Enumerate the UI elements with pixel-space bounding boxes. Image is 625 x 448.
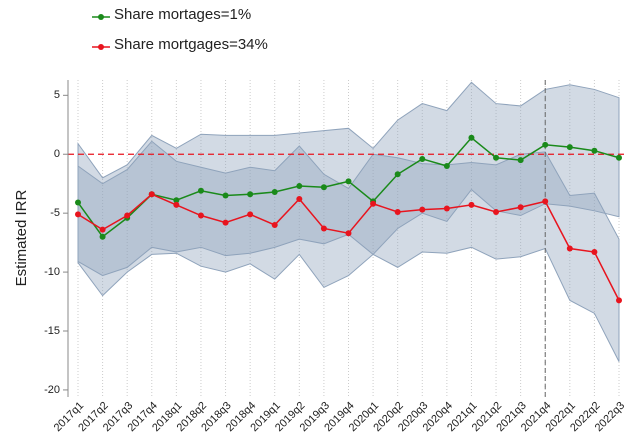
data-point xyxy=(542,141,549,148)
data-point xyxy=(75,199,81,206)
y-tick-label: 5 xyxy=(54,89,60,101)
data-point xyxy=(271,221,278,228)
y-tick-label: -5 xyxy=(50,207,60,219)
data-point xyxy=(542,198,549,205)
data-point xyxy=(468,201,475,208)
data-point xyxy=(419,206,426,213)
data-point xyxy=(394,171,401,178)
y-axis-title: Estimated IRR xyxy=(13,189,30,286)
data-point xyxy=(124,212,131,219)
data-point xyxy=(517,204,524,211)
legend-label: Share mortages=1% xyxy=(114,6,251,23)
data-point xyxy=(345,178,352,185)
data-point xyxy=(247,211,254,218)
legend-marker xyxy=(98,44,104,50)
data-point xyxy=(616,154,622,161)
data-point xyxy=(99,226,106,233)
data-point xyxy=(394,208,401,215)
data-point xyxy=(320,225,327,232)
y-tick-label: -15 xyxy=(44,325,60,337)
data-point xyxy=(99,233,106,240)
data-point xyxy=(419,155,426,162)
data-point xyxy=(443,205,450,212)
data-point xyxy=(75,211,81,218)
data-point xyxy=(493,208,500,215)
data-point xyxy=(591,249,598,256)
data-point xyxy=(296,196,303,203)
data-point xyxy=(616,297,622,304)
confidence-band xyxy=(77,140,620,362)
data-point xyxy=(222,192,229,199)
data-point xyxy=(320,184,327,191)
data-point xyxy=(173,197,180,204)
data-point xyxy=(566,245,573,252)
legend-label: Share mortgages=34% xyxy=(114,36,268,53)
y-tick-label: -10 xyxy=(44,266,60,278)
data-point xyxy=(345,230,352,237)
data-point xyxy=(566,144,573,151)
data-point xyxy=(296,183,303,190)
data-point xyxy=(197,212,204,219)
data-point xyxy=(271,188,278,195)
y-tick-label: -20 xyxy=(44,384,60,396)
data-point xyxy=(370,200,377,207)
data-point xyxy=(247,191,254,198)
y-tick-label: 0 xyxy=(54,148,60,160)
data-point xyxy=(443,163,450,170)
data-point xyxy=(173,201,180,208)
legend-marker xyxy=(98,14,104,20)
data-point xyxy=(197,187,204,194)
data-point xyxy=(148,191,155,198)
data-point xyxy=(222,219,229,226)
data-point xyxy=(517,157,524,164)
data-point xyxy=(493,154,500,161)
data-point xyxy=(591,147,598,154)
data-point xyxy=(468,134,475,141)
